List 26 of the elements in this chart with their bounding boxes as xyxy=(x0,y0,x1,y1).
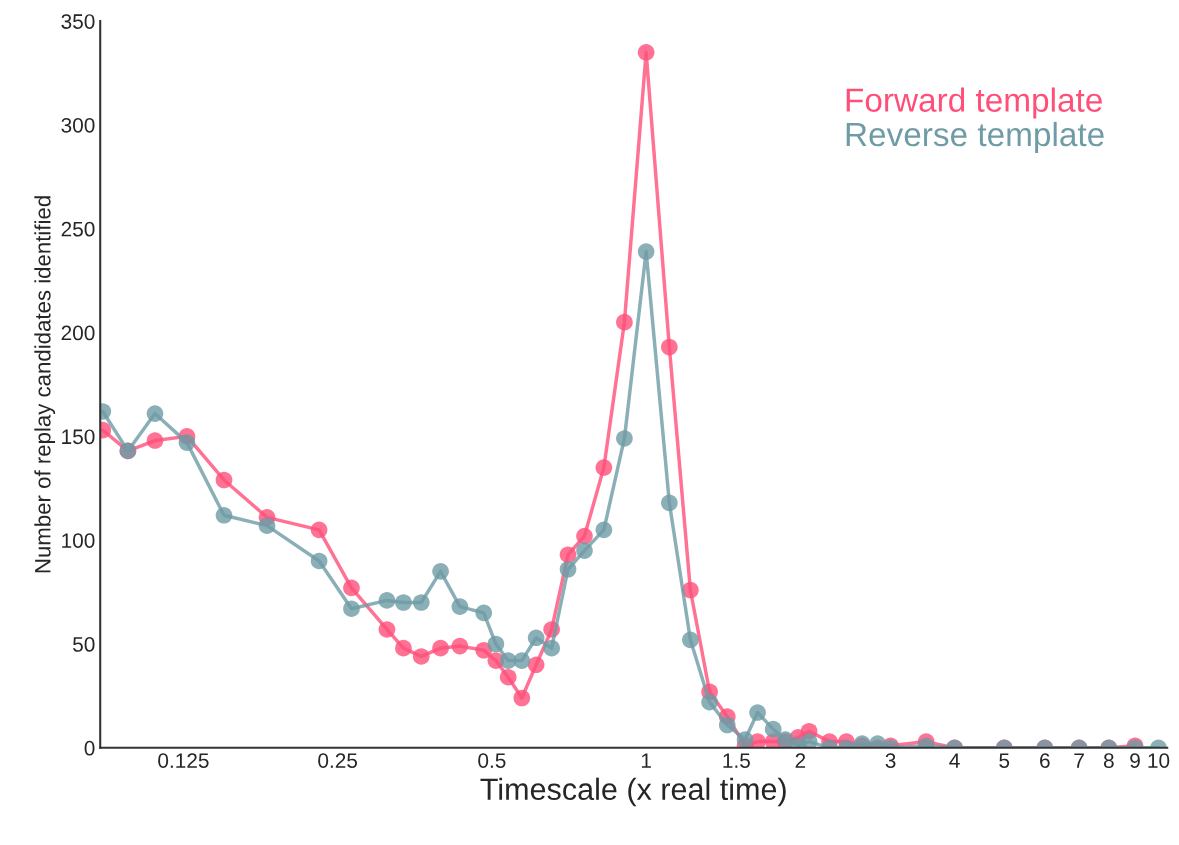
x-tick-label: 4 xyxy=(949,753,960,768)
x-tick-label: 3 xyxy=(885,753,896,768)
x-tick-label: 10 xyxy=(1148,753,1170,768)
y-tick-label: 50 xyxy=(73,637,95,652)
x-tick-label: 0.5 xyxy=(478,753,506,768)
y-tick-label: 250 xyxy=(61,221,95,237)
y-tick-label: 0 xyxy=(84,740,95,756)
x-tick-label: 2 xyxy=(795,753,806,768)
x-tick-label: 5 xyxy=(999,753,1010,768)
x-tick-label: 1 xyxy=(641,753,651,768)
x-tick-label: 1.5 xyxy=(723,753,750,768)
y-axis-title: Number of replay candidates identified xyxy=(34,196,56,573)
x-axis-title: Timescale (x real time) xyxy=(480,777,786,807)
x-tick-label: 6 xyxy=(1040,753,1050,768)
y-tick-label: 150 xyxy=(62,429,95,445)
x-tick-label: 8 xyxy=(1103,753,1114,768)
x-tick-label: 0.125 xyxy=(158,753,209,768)
y-tick-label: 350 xyxy=(61,14,95,29)
x-tick-label: 7 xyxy=(1074,753,1084,768)
x-tick-label: 9 xyxy=(1130,753,1140,768)
x-tick-label: 0.25 xyxy=(318,753,358,768)
y-tick-label: 200 xyxy=(61,325,95,341)
text: Reverse template xyxy=(846,121,1104,153)
text: Forward template xyxy=(846,87,1102,119)
y-tick-label: 100 xyxy=(62,533,95,548)
y-tick-label: 300 xyxy=(61,117,95,133)
